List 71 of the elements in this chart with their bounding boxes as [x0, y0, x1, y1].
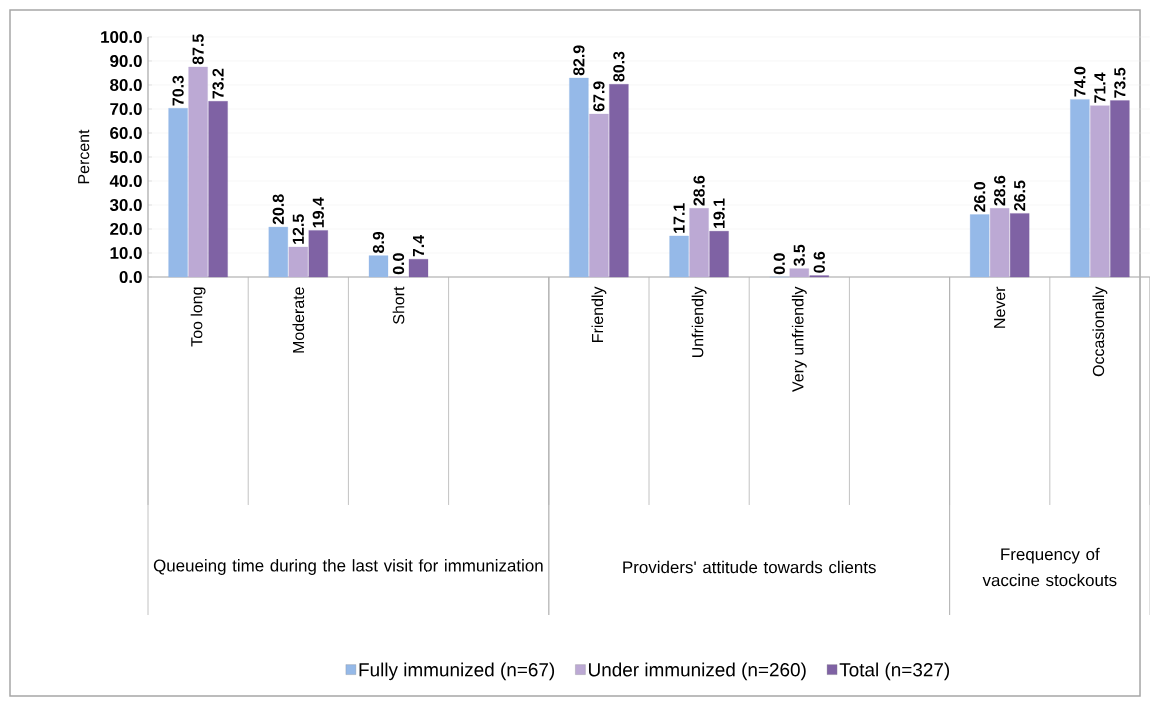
legend-label: Total (n=327) [839, 662, 950, 681]
bar [1090, 105, 1110, 278]
data-label: 82.9 [573, 45, 585, 76]
x-tick-label: Never [994, 286, 1006, 328]
y-tick-label: 60.0 [110, 127, 142, 139]
bar [208, 101, 228, 278]
x-tick-label: Very unfriendly [791, 286, 807, 392]
data-label: 0.0 [773, 253, 785, 275]
y-tick-label: 10.0 [110, 247, 142, 259]
data-label: 73.5 [1114, 67, 1126, 98]
bar [569, 77, 589, 278]
x-tick-label: Short [392, 286, 405, 324]
bar [168, 108, 188, 278]
text: Providers' attitude towards clients [623, 560, 876, 574]
data-label: 19.4 [312, 197, 324, 228]
legend-label: Under immunized (n=260) [589, 662, 806, 681]
bar [1010, 213, 1030, 278]
data-label: 73.2 [212, 68, 224, 99]
bar [709, 231, 729, 278]
data-label: 0.6 [813, 251, 825, 273]
legend-label: Fully immunized (n=67) [359, 662, 555, 681]
bar [268, 226, 288, 278]
bar [1110, 100, 1130, 278]
bar [368, 255, 389, 278]
bar [408, 259, 429, 278]
bar [669, 235, 689, 278]
bar [970, 214, 990, 278]
y-tick-label: 50.0 [110, 151, 142, 163]
y-tick-label: 40.0 [109, 175, 142, 187]
data-label: 0.0 [392, 253, 405, 275]
x-tick-label: Friendly [591, 286, 607, 342]
bar [589, 113, 609, 278]
y-tick-label: 30.0 [109, 198, 142, 211]
data-label: 20.8 [272, 194, 284, 225]
data-label: 28.6 [693, 175, 705, 206]
y-tick-label: 70.0 [110, 103, 142, 115]
y-tick-label: 100.0 [101, 31, 142, 43]
y-tick-label: 90.0 [110, 55, 142, 67]
y-axis-title: Percent [78, 129, 90, 184]
data-label: 28.6 [994, 175, 1006, 206]
y-tick-label: 20.0 [110, 223, 142, 235]
data-label: 87.5 [192, 34, 204, 65]
data-label: 26.0 [974, 182, 986, 212]
data-label: 67.9 [593, 81, 605, 112]
data-label: 8.9 [372, 231, 385, 253]
y-tick-label: 0.0 [119, 271, 142, 283]
data-label: 19.1 [713, 198, 725, 228]
bar [188, 66, 208, 278]
bar [689, 208, 709, 278]
data-label: 80.3 [613, 51, 625, 82]
y-tick-label: 80.0 [110, 79, 142, 91]
bar [1070, 99, 1090, 278]
x-tick-label: Unfriendly [691, 286, 707, 358]
text: Queueing time during the last visit for immunization [153, 559, 543, 575]
text: Frequency of vaccine stockouts [982, 547, 1117, 587]
data-label: 12.5 [292, 214, 304, 244]
data-label: 26.5 [1014, 180, 1026, 211]
x-tick-label: Occasionally [1092, 286, 1108, 377]
data-label: 70.3 [172, 75, 184, 106]
x-tick-label: Moderate [292, 287, 305, 353]
bar [990, 208, 1010, 278]
bar [789, 268, 809, 278]
bar [288, 246, 308, 278]
data-label: 3.5 [793, 244, 805, 267]
data-label: 74.0 [1074, 66, 1086, 97]
bar [609, 84, 629, 278]
data-label: 71.4 [1094, 72, 1106, 103]
x-tick-label: Too long [190, 287, 206, 347]
data-label: 17.1 [673, 203, 685, 233]
bar [308, 230, 328, 278]
data-label: 7.4 [413, 234, 424, 257]
